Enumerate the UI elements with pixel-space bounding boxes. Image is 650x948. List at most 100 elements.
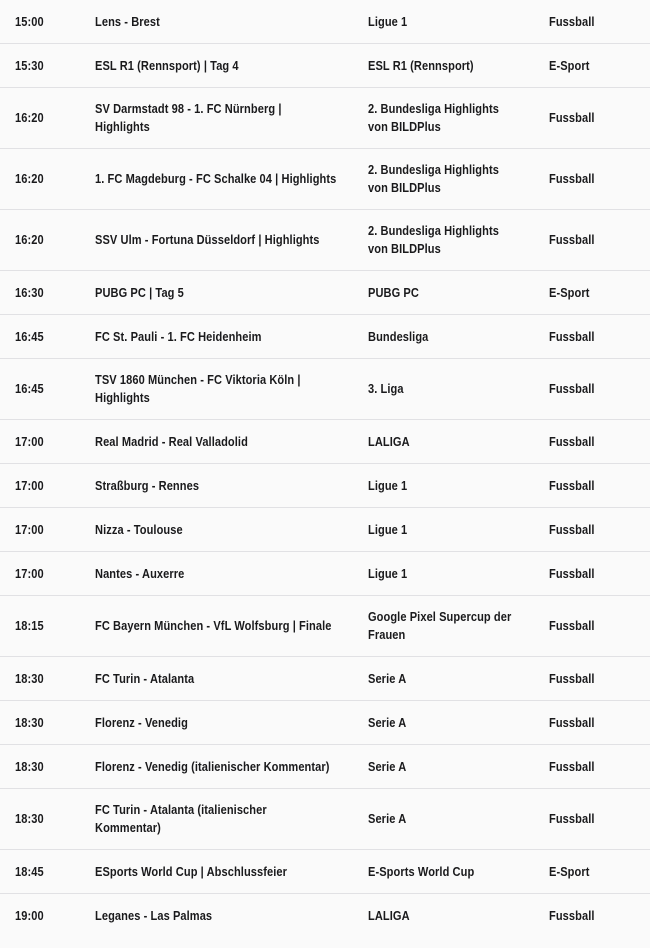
time-cell: 15:00 [0,1,95,43]
event-title: Lens - Brest [95,13,160,29]
league-label: 3. Liga [368,381,404,396]
sport-cell: Fussball [549,316,650,358]
time-label: 17:00 [15,477,44,493]
league-label: Ligue 1 [368,13,408,29]
league-label: LALIGA [368,908,410,923]
time-label: 15:00 [15,13,44,29]
sport-cell: Fussball [549,553,650,595]
sport-cell: Fussball [549,605,650,647]
sport-label: Fussball [549,811,595,826]
sport-cell: Fussball [549,895,650,937]
event-title: Florenz - Venedig (italienischer Komment… [95,758,330,774]
sport-label: Fussball [549,618,595,633]
program-row[interactable]: 16:20 SV Darmstadt 98 - 1. FC Nürnberg | … [0,88,650,149]
program-row[interactable]: 18:45 ESports World Cup | Abschlussfeier E… [0,850,650,894]
league-label: Bundesliga [368,328,429,344]
time-label: 16:20 [15,171,44,186]
time-label: 19:00 [15,908,44,923]
event-cell: 1. FC Magdeburg - FC Schalke 04 | Highli… [95,158,368,200]
sport-cell: Fussball [549,368,650,410]
sport-label: Fussball [549,521,595,537]
time-cell: 18:45 [0,851,95,893]
event-title: FC St. Pauli - 1. FC Heidenheim [95,328,262,344]
program-row[interactable]: 17:00 Nantes - Auxerre Ligue 1 Fussball [0,552,650,596]
time-label: 17:00 [15,565,44,581]
league-label: Serie A [368,670,407,686]
program-row[interactable]: 18:30 Florenz - Venedig (italienischer Ko… [0,745,650,789]
league-cell: Ligue 1 [368,509,549,551]
sport-label: Fussball [549,477,595,493]
event-cell: Lens - Brest [95,1,368,43]
sport-label: E-Sport [549,57,590,73]
program-row[interactable]: 17:00 Straßburg - Rennes Ligue 1 Fussball [0,464,650,508]
program-row[interactable]: 15:30 ESL R1 (Rennsport) | Tag 4 ESL R1 (R… [0,44,650,88]
event-title: Real Madrid - Real Valladolid [95,433,248,449]
sport-label: Fussball [549,381,595,396]
league-label: Ligue 1 [368,477,408,493]
league-label: 2. Bundesliga Highlights von BILDPlus [368,223,499,256]
league-cell: Ligue 1 [368,465,549,507]
league-cell: Google Pixel Supercup der Frauen [368,596,549,656]
event-title: PUBG PC | Tag 5 [95,284,184,300]
league-cell: Ligue 1 [368,1,549,43]
program-row[interactable]: 16:45 FC St. Pauli - 1. FC Heidenheim Bund… [0,315,650,359]
event-cell: FC Turin - Atalanta [95,658,368,700]
program-row[interactable]: 17:00 Real Madrid - Real Valladolid LALIGA… [0,420,650,464]
program-row[interactable]: 18:30 FC Turin - Atalanta Serie A Fussball [0,657,650,701]
program-row[interactable]: 15:00 Lens - Brest Ligue 1 Fussball [0,0,650,44]
league-label: Ligue 1 [368,521,408,537]
event-cell: Straßburg - Rennes [95,465,368,507]
event-title: Straßburg - Rennes [95,477,200,493]
time-cell: 16:20 [0,158,95,200]
sport-label: Fussball [549,232,595,247]
league-cell: LALIGA [368,421,549,463]
event-cell: FC Bayern München - VfL Wolfsburg | Fina… [95,605,368,647]
program-row[interactable]: 18:30 Florenz - Venedig Serie A Fussball [0,701,650,745]
league-label: ESL R1 (Rennsport) [368,57,474,73]
event-title: ESL R1 (Rennsport) | Tag 4 [95,57,239,73]
event-cell: Leganes - Las Palmas [95,895,368,937]
program-row[interactable]: 19:00 Leganes - Las Palmas LALIGA Fussball [0,894,650,938]
sport-label: Fussball [549,13,595,29]
league-cell: 2. Bundesliga Highlights von BILDPlus [368,210,549,270]
event-cell: Real Madrid - Real Valladolid [95,421,368,463]
program-row[interactable]: 16:20 1. FC Magdeburg - FC Schalke 04 | H… [0,149,650,210]
time-cell: 18:30 [0,658,95,700]
program-row[interactable]: 18:30 FC Turin - Atalanta (italienischer … [0,789,650,850]
time-cell: 19:00 [0,895,95,937]
league-cell: 2. Bundesliga Highlights von BILDPlus [368,149,549,209]
league-cell: Ligue 1 [368,553,549,595]
event-cell: TSV 1860 München - FC Viktoria Köln | Hi… [95,359,368,419]
time-label: 18:30 [15,714,44,730]
time-cell: 16:20 [0,219,95,261]
program-row[interactable]: 16:30 PUBG PC | Tag 5 PUBG PC E-Sport [0,271,650,315]
sport-cell: Fussball [549,509,650,551]
program-row[interactable]: 16:45 TSV 1860 München - FC Viktoria Köln… [0,359,650,420]
league-label: Ligue 1 [368,565,408,581]
sport-label: E-Sport [549,284,590,300]
program-row[interactable]: 17:00 Nizza - Toulouse Ligue 1 Fussball [0,508,650,552]
event-title: FC Bayern München - VfL Wolfsburg | Fina… [95,618,332,633]
event-title: ESports World Cup | Abschlussfeier [95,863,288,879]
sport-cell: Fussball [549,465,650,507]
time-label: 18:30 [15,758,44,774]
sport-cell: Fussball [549,421,650,463]
sport-label: Fussball [549,433,595,449]
time-cell: 17:00 [0,509,95,551]
time-cell: 17:00 [0,421,95,463]
program-row[interactable]: 16:20 SSV Ulm - Fortuna Düsseldorf | High… [0,210,650,271]
time-label: 16:30 [15,284,44,300]
league-cell: ESL R1 (Rennsport) [368,45,549,87]
sport-label: Fussball [549,908,595,923]
program-row[interactable]: 18:15 FC Bayern München - VfL Wolfsburg |… [0,596,650,657]
event-cell: ESports World Cup | Abschlussfeier [95,851,368,893]
event-cell: Florenz - Venedig (italienischer Komment… [95,746,368,788]
time-label: 18:30 [15,811,44,826]
sport-label: Fussball [549,758,595,774]
sport-cell: Fussball [549,658,650,700]
event-cell: Florenz - Venedig [95,702,368,744]
sport-label: Fussball [549,670,595,686]
event-cell: FC Turin - Atalanta (italienischer Komme… [95,789,368,849]
time-label: 18:45 [15,863,44,879]
